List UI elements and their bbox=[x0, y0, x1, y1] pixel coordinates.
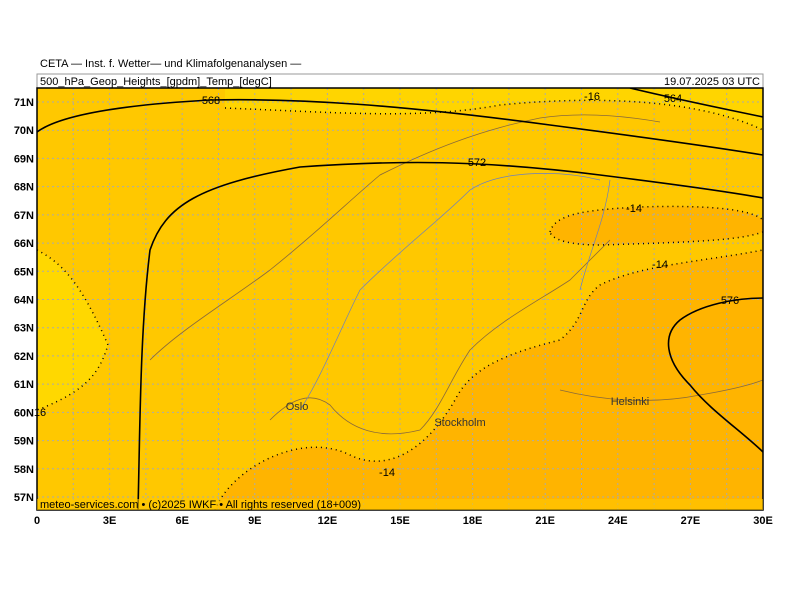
contour-label: 16 bbox=[34, 407, 46, 419]
contour-label: 564 bbox=[664, 93, 682, 105]
lon-label: 27E bbox=[681, 515, 701, 527]
lat-label: 68N bbox=[14, 182, 34, 194]
city-label: Oslo bbox=[286, 401, 309, 413]
header-title: CETA — Inst. f. Wetter— und Klimafolgena… bbox=[40, 58, 301, 70]
lon-label: 12E bbox=[318, 515, 338, 527]
temp-contours bbox=[37, 99, 763, 510]
city-label: Helsinki bbox=[611, 396, 650, 408]
contour-label: -14 bbox=[626, 203, 642, 215]
lat-label: 71N bbox=[14, 97, 34, 109]
contour-label: -14 bbox=[379, 467, 395, 479]
contour-label: 576 bbox=[721, 295, 739, 307]
header-date: 19.07.2025 03 UTC bbox=[664, 76, 760, 88]
lat-label: 57N bbox=[14, 492, 34, 504]
contour-label: -14 bbox=[652, 259, 668, 271]
lat-label: 67N bbox=[14, 210, 34, 222]
lat-label: 58N bbox=[14, 464, 34, 476]
lat-label: 69N bbox=[14, 153, 34, 165]
lat-label: 59N bbox=[14, 436, 34, 448]
lat-label: 62N bbox=[14, 351, 34, 363]
lat-label: 65N bbox=[14, 266, 34, 278]
field-warm bbox=[215, 250, 763, 510]
field-cold bbox=[37, 250, 108, 410]
lat-label: 64N bbox=[14, 295, 34, 307]
lon-label: 6E bbox=[175, 515, 188, 527]
lat-label: 63N bbox=[14, 323, 34, 335]
lon-label: 30E bbox=[753, 515, 773, 527]
coastline bbox=[149, 114, 763, 435]
lat-label: 61N bbox=[14, 379, 34, 391]
lat-label: 70N bbox=[14, 125, 34, 137]
lon-label: 18E bbox=[463, 515, 483, 527]
contour-label: 572 bbox=[468, 157, 486, 169]
header-subtitle: 500_hPa_Geop_Heights_[gpdm]_Temp_[degC] bbox=[40, 76, 272, 88]
lon-label: 0 bbox=[34, 515, 40, 527]
lat-label: 60N bbox=[14, 407, 34, 419]
field-warm bbox=[550, 206, 763, 245]
height-contours bbox=[37, 88, 763, 510]
lon-label: 9E bbox=[248, 515, 261, 527]
lon-label: 15E bbox=[390, 515, 410, 527]
borders-rivers bbox=[299, 173, 611, 411]
footer-bar bbox=[37, 499, 763, 510]
grid bbox=[37, 88, 763, 510]
contour-label: 568 bbox=[202, 95, 220, 107]
city-label: Stockholm bbox=[434, 417, 485, 429]
lon-label: 3E bbox=[103, 515, 116, 527]
field-cold bbox=[225, 88, 763, 130]
footer: meteo-services.com • (c)2025 IWKF • All … bbox=[40, 499, 361, 511]
map-area bbox=[37, 88, 763, 510]
lon-label: 21E bbox=[535, 515, 555, 527]
lat-label: 66N bbox=[14, 238, 34, 250]
lon-label: 24E bbox=[608, 515, 628, 527]
contour-label: -16 bbox=[584, 91, 600, 103]
labels: 71N 70N 69N 68N 67N 66N 65N 64N 63N 62N 61N 60N 59N 5… bbox=[14, 91, 773, 527]
